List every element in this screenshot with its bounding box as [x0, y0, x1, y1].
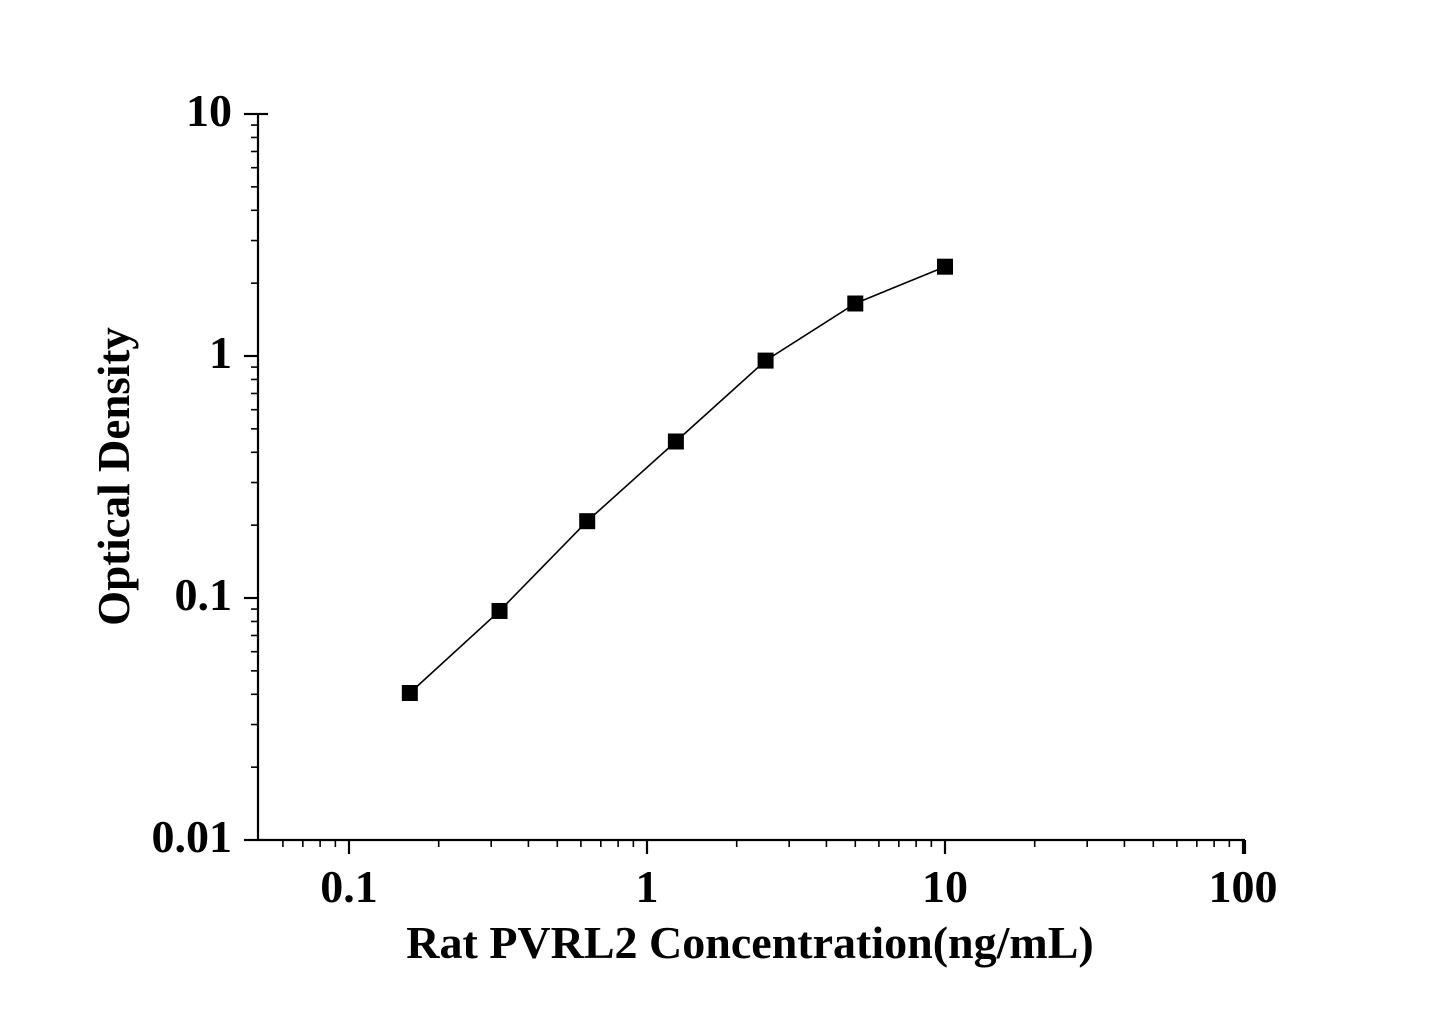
svg-text:0.1: 0.1	[175, 569, 233, 620]
svg-text:0.1: 0.1	[320, 861, 378, 912]
svg-text:100: 100	[1209, 861, 1278, 912]
svg-text:Optical Density: Optical Density	[89, 327, 139, 626]
svg-text:10: 10	[922, 861, 968, 912]
svg-text:0.01: 0.01	[152, 811, 233, 862]
svg-text:1: 1	[209, 327, 232, 378]
svg-text:Rat PVRL2 Concentration(ng/mL): Rat PVRL2 Concentration(ng/mL)	[406, 917, 1093, 968]
svg-text:10: 10	[186, 85, 232, 136]
svg-text:1: 1	[636, 861, 659, 912]
